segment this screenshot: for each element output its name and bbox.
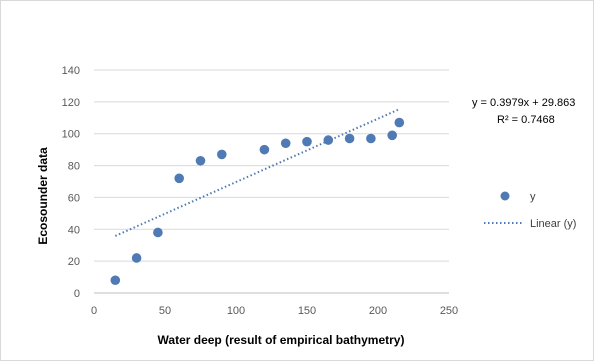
y-tick-label: 40 — [68, 224, 80, 236]
x-tick-label: 100 — [227, 305, 245, 317]
data-point — [217, 149, 227, 160]
data-point — [344, 133, 355, 144]
data-point — [110, 275, 121, 286]
data-point — [366, 133, 376, 144]
data-point — [131, 253, 142, 263]
x-tick-label: 0 — [91, 305, 97, 317]
tick-labels: 0 20 40 60 80 100 120 140 0 50 100 150 200 250 — [62, 65, 459, 317]
legend: y Linear (y) — [484, 191, 576, 230]
y-tick-label: 80 — [68, 161, 80, 173]
trendline-r-squared: R² = 0.7468 — [497, 114, 555, 126]
legend-marker-y — [500, 191, 510, 201]
data-point — [394, 117, 405, 128]
data-point — [153, 227, 163, 238]
data-point — [387, 130, 398, 141]
legend-label-linear: Linear (y) — [530, 218, 576, 230]
y-tick-label: 100 — [62, 129, 80, 141]
y-tick-label: 120 — [62, 97, 80, 109]
legend-label-y: y — [530, 191, 536, 203]
x-tick-label: 200 — [369, 305, 387, 317]
data-points — [110, 117, 405, 286]
data-point — [259, 144, 270, 155]
data-point — [195, 155, 206, 166]
data-point — [280, 138, 291, 149]
data-point — [323, 135, 334, 145]
data-point — [302, 136, 312, 147]
y-tick-label: 20 — [68, 256, 80, 268]
x-tick-label: 150 — [298, 305, 316, 317]
y-tick-label: 140 — [62, 65, 80, 77]
y-axis-title: Ecosounder data — [36, 147, 50, 245]
trendline-layer — [114, 108, 400, 237]
x-axis-title: Water deep (result of empirical bathymet… — [158, 333, 405, 347]
gridlines — [94, 69, 449, 262]
trendline — [114, 108, 400, 237]
x-tick-label: 250 — [440, 305, 458, 317]
x-tick-label: 50 — [159, 305, 171, 317]
data-point — [174, 173, 184, 184]
y-tick-label: 60 — [68, 192, 80, 204]
y-tick-label: 0 — [74, 288, 80, 300]
trendline-equation: y = 0.3979x + 29.863 — [472, 97, 575, 109]
